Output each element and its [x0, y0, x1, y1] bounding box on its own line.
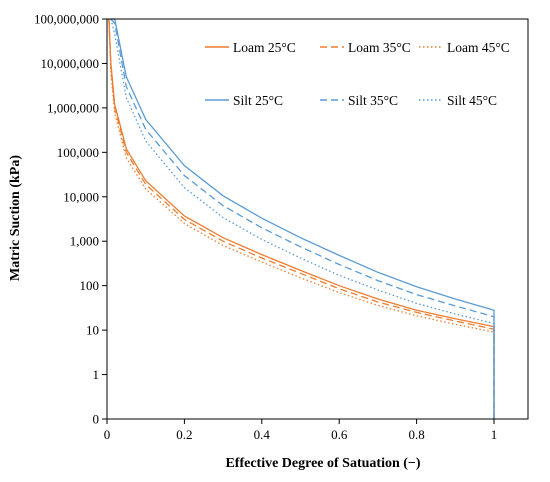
- plot-frame: [106, 18, 529, 420]
- series-line-3: [108, 18, 495, 419]
- series-line-1: [108, 18, 495, 419]
- legend-label-2: Loam 35°C: [348, 40, 411, 55]
- x-tick-label: 0: [104, 427, 111, 442]
- y-tick-label: 10,000,000: [41, 56, 100, 71]
- x-tick-label: 0.6: [331, 427, 348, 442]
- series-layer: [108, 18, 495, 419]
- series-line-5: [110, 18, 495, 419]
- series-line-4: [110, 18, 495, 419]
- y-tick-label: 1: [93, 367, 100, 382]
- legend-label-4: Silt 25°C: [233, 93, 283, 108]
- ticks-layer: 0 0.2 0.4 0.6 0.8 101101001,00010,000100,0001…: [34, 12, 497, 442]
- y-tick-label: 100,000: [57, 145, 99, 160]
- y-tick-label: 10,000: [63, 189, 99, 204]
- x-tick-label: 0.4: [254, 427, 271, 442]
- y-tick-label: 0: [93, 412, 100, 427]
- legend-label-6: Silt 45°C: [447, 93, 497, 108]
- y-tick-label: 10: [86, 323, 99, 338]
- series-line-6: [110, 18, 495, 419]
- x-axis-title: Effective Degree of Satuation (−): [225, 456, 420, 471]
- x-tick-label: 0.2: [176, 427, 192, 442]
- legend-label-5: Silt 35°C: [348, 93, 398, 108]
- y-axis-title: Matric Suction (kPa): [8, 155, 23, 281]
- y-tick-label: 1,000,000: [47, 100, 99, 115]
- legend-label-1: Loam 25°C: [233, 40, 296, 55]
- y-tick-label: 100: [80, 278, 100, 293]
- series-line-2: [108, 18, 495, 419]
- x-tick-label: 0.8: [408, 427, 424, 442]
- y-tick-label: 100,000,000: [34, 12, 99, 27]
- y-tick-label: 1,000: [70, 234, 99, 249]
- axes-layer: [106, 18, 529, 420]
- legend-label-3: Loam 45°C: [447, 40, 510, 55]
- legend: Loam 25°C Loam 35°C Loam 45°C Silt 25°C Silt…: [205, 40, 510, 108]
- x-tick-label: 1: [491, 427, 498, 442]
